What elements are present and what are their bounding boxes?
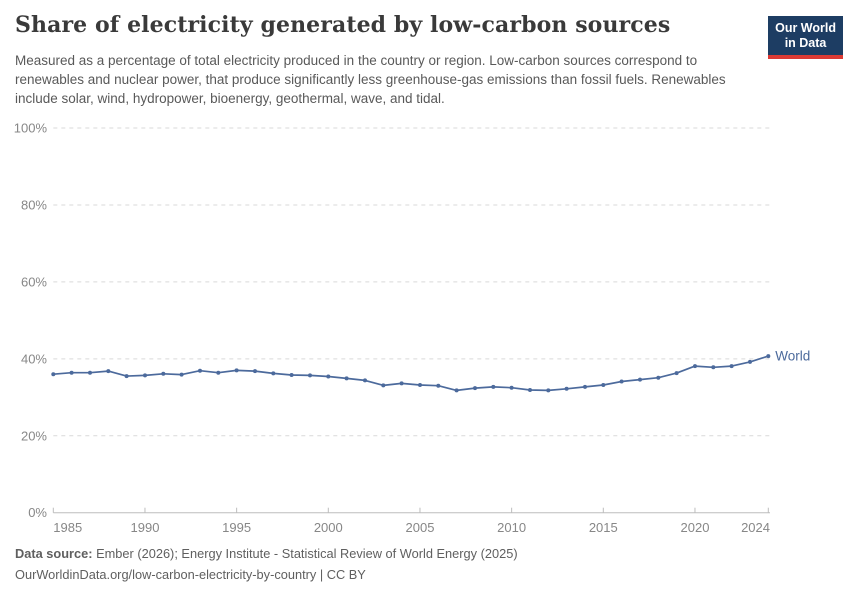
data-point-marker <box>326 374 331 379</box>
data-point-marker <box>693 364 697 369</box>
data-point-marker <box>583 384 587 389</box>
chart-subtitle: Measured as a percentage of total electr… <box>15 53 726 106</box>
x-axis-tick-label: 1995 <box>222 520 251 535</box>
page-title: Share of electricity generated by low-ca… <box>15 12 671 38</box>
series-end-label: World <box>775 349 810 364</box>
data-point-marker <box>418 383 422 387</box>
data-point-marker <box>143 373 147 378</box>
data-point-marker <box>124 374 129 379</box>
data-point-marker <box>638 377 642 382</box>
x-axis-tick-label: 2000 <box>314 520 343 535</box>
data-source-line: Data source: Ember (2026); Energy Instit… <box>15 543 518 564</box>
data-source-text: Ember (2026); Energy Institute - Statist… <box>92 546 518 561</box>
y-axis-tick-label: 100% <box>14 121 48 136</box>
data-point-marker <box>198 368 202 373</box>
owid-logo-line2: in Data <box>784 36 827 51</box>
data-point-marker <box>656 375 661 380</box>
data-point-marker <box>546 388 551 393</box>
data-point-marker <box>289 373 294 377</box>
owid-logo: Our World in Data <box>768 16 843 59</box>
data-point-marker <box>253 369 257 374</box>
data-point-marker <box>308 373 312 378</box>
data-point-marker <box>344 376 349 381</box>
data-point-marker <box>51 372 56 377</box>
x-axis-tick-label: 1985 <box>53 520 82 535</box>
x-axis-tick-label: 2005 <box>406 520 435 535</box>
y-axis-tick-label: 40% <box>21 351 47 366</box>
data-point-marker <box>106 369 111 374</box>
y-axis-tick-label: 20% <box>21 428 47 443</box>
data-point-marker <box>729 364 734 369</box>
data-point-marker <box>161 371 166 376</box>
data-point-marker <box>69 370 74 375</box>
data-point-marker <box>216 370 221 375</box>
data-point-marker <box>473 386 477 391</box>
data-point-marker <box>509 385 514 390</box>
data-point-marker <box>179 372 184 377</box>
data-point-marker <box>271 371 276 376</box>
url-license-line: OurWorldinData.org/low-carbon-electricit… <box>15 567 366 582</box>
x-axis-tick-label: 2010 <box>497 520 526 535</box>
world-series-line <box>52 355 770 392</box>
data-source-label: Data source: <box>15 546 93 561</box>
data-point-marker <box>436 383 441 388</box>
data-point-marker <box>601 383 606 387</box>
data-point-marker <box>454 388 459 393</box>
data-point-marker <box>88 370 92 375</box>
data-point-marker <box>234 368 239 373</box>
data-point-marker <box>674 371 679 376</box>
x-axis-tick-label: 2020 <box>681 520 710 535</box>
owid-logo-line1: Our World <box>775 21 836 35</box>
chart-footer: Data source: Ember (2026); Energy Instit… <box>15 543 518 585</box>
data-point-marker <box>711 365 716 370</box>
data-point-marker <box>363 378 367 383</box>
x-axis-tick-label: 2015 <box>589 520 618 535</box>
x-axis-tick-label: 1990 <box>131 520 160 535</box>
x-axis-tick-label: 2024 <box>741 520 770 535</box>
data-point-marker <box>528 388 532 392</box>
data-point-marker <box>381 383 386 388</box>
y-axis-tick-label: 80% <box>21 197 47 212</box>
data-point-marker <box>491 384 496 389</box>
data-point-marker <box>399 381 404 386</box>
data-point-marker <box>564 386 569 391</box>
data-point-marker <box>619 379 624 384</box>
data-point-marker <box>748 359 752 364</box>
y-axis-tick-label: 60% <box>21 274 47 289</box>
y-axis-tick-label: 0% <box>28 505 47 520</box>
data-point-marker <box>766 354 771 359</box>
